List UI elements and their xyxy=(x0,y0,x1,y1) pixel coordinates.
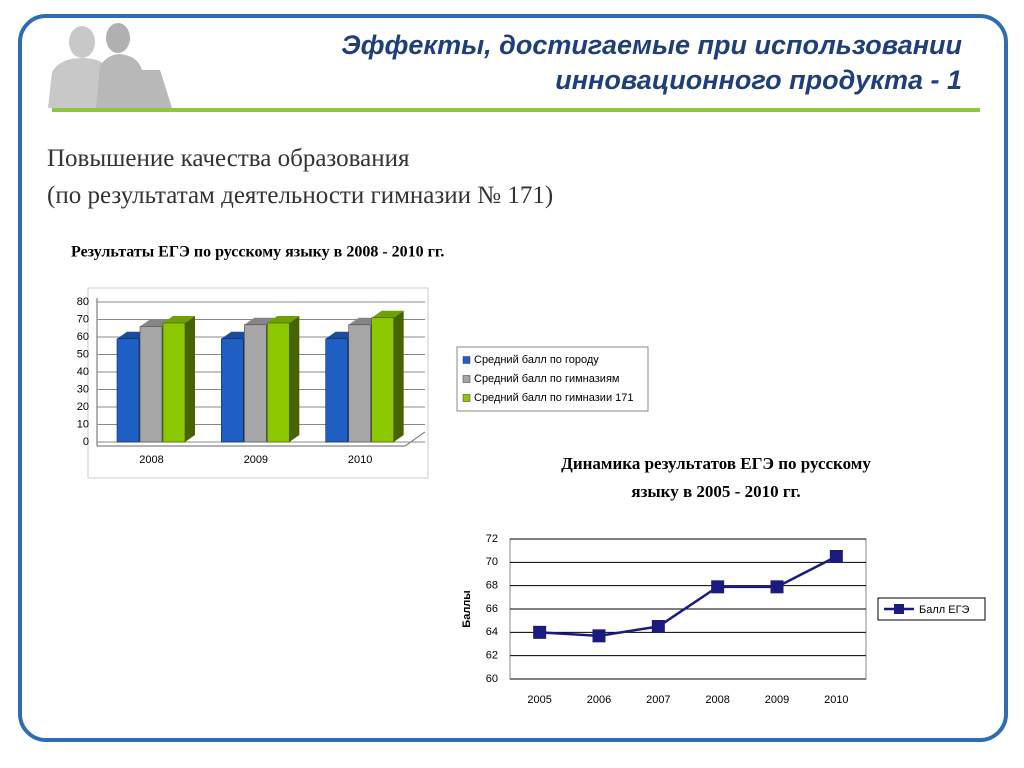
legend-label: Средний балл по гимназии 171 xyxy=(474,392,634,404)
y-tick-label: 62 xyxy=(486,650,498,662)
y-tick-label: 80 xyxy=(77,296,89,308)
legend-label: Балл ЕГЭ xyxy=(919,604,970,616)
y-tick-label: 66 xyxy=(486,603,498,615)
chart-title: Результаты ЕГЭ по русскому языку в 2008 … xyxy=(71,244,444,261)
legend-swatch xyxy=(462,394,471,402)
y-tick-label: 10 xyxy=(77,418,89,430)
bar-top xyxy=(371,310,404,318)
x-tick-label: 2007 xyxy=(646,694,670,706)
y-axis-title: Баллы xyxy=(461,590,473,627)
bar-top xyxy=(267,316,300,323)
plot-frame xyxy=(87,287,429,479)
y-tick-label: 64 xyxy=(486,626,498,638)
bar xyxy=(116,338,140,443)
legend-marker xyxy=(894,604,904,614)
x-tick-label: 2010 xyxy=(348,454,372,466)
bar xyxy=(221,338,244,443)
bar-top xyxy=(163,316,195,323)
bar xyxy=(162,322,186,443)
marker xyxy=(711,580,725,594)
marker xyxy=(592,629,606,643)
subtitle: (по результатам деятельности гимназии № … xyxy=(47,182,553,209)
x-tick-label: 2006 xyxy=(587,694,611,706)
y-tick-label: 72 xyxy=(486,533,498,545)
legend-swatch xyxy=(462,356,471,364)
x-tick-label: 2010 xyxy=(824,694,848,706)
header-title: инновационного продукта - 1 xyxy=(555,65,962,95)
x-tick-label: 2005 xyxy=(527,694,551,706)
chart-title: языку в 2005 - 2010 гг. xyxy=(631,482,800,501)
x-tick-label: 2009 xyxy=(244,454,268,466)
header-title: Эффекты, достигаемые при использовании xyxy=(341,30,962,60)
legend-box xyxy=(877,597,986,621)
y-tick-label: 60 xyxy=(77,331,89,343)
legend-label: Средний балл по гимназиям xyxy=(474,373,619,385)
chart-title: Динамика результатов ЕГЭ по русскому xyxy=(561,454,871,473)
y-tick-label: 30 xyxy=(77,383,89,395)
bar xyxy=(267,322,290,443)
y-tick-label: 50 xyxy=(77,348,89,360)
legend-swatch xyxy=(462,375,471,383)
y-tick-label: 70 xyxy=(486,556,498,568)
y-tick-label: 60 xyxy=(486,673,498,685)
y-tick-label: 68 xyxy=(486,580,498,592)
subtitle: Повышение качества образования xyxy=(47,145,410,172)
y-tick-label: 20 xyxy=(77,401,89,413)
floor xyxy=(97,431,426,447)
bar xyxy=(325,338,348,443)
legend-label: Средний балл по городу xyxy=(474,354,599,366)
bar xyxy=(348,324,371,443)
x-tick-label: 2008 xyxy=(705,694,729,706)
bar xyxy=(371,317,394,443)
bar-side xyxy=(393,310,404,442)
y-tick-label: 70 xyxy=(77,313,89,325)
marker xyxy=(770,580,784,594)
x-tick-label: 2008 xyxy=(139,454,163,466)
x-tick-label: 2009 xyxy=(765,694,789,706)
bar xyxy=(244,324,267,443)
marker xyxy=(651,620,665,633)
marker xyxy=(533,625,547,639)
y-tick-label: 40 xyxy=(77,366,89,378)
bar-side xyxy=(185,316,195,442)
marker xyxy=(829,550,843,563)
people-icon xyxy=(48,23,172,108)
y-tick-label: 0 xyxy=(83,436,89,448)
bar-side xyxy=(289,316,300,442)
legend-box xyxy=(456,346,649,412)
bar xyxy=(139,326,163,443)
line xyxy=(539,555,837,638)
